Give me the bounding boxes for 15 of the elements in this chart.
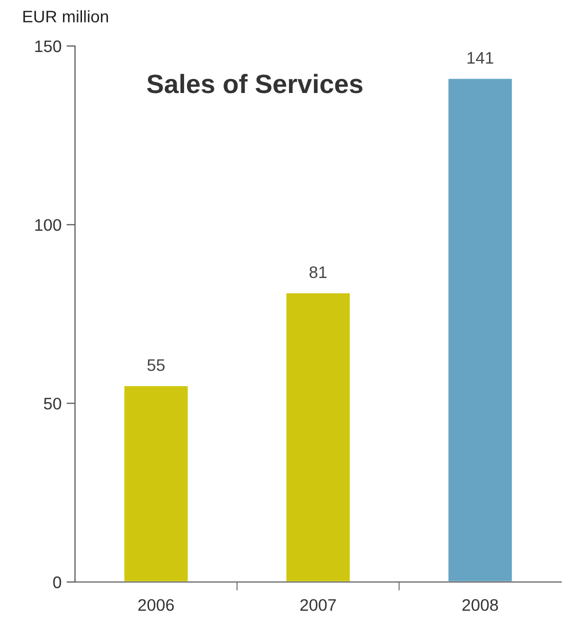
y-axis-title: EUR million — [23, 10, 108, 22]
y-tick-label: 50 — [44, 398, 62, 410]
text: Sales of Services — [147, 74, 362, 94]
bar — [447, 77, 514, 582]
y-tick-label: 0 — [53, 576, 62, 588]
data-label: 81 — [310, 266, 327, 278]
y-tick-label: 150 — [35, 40, 62, 52]
x-tick-label: 2007 — [300, 599, 336, 611]
bar — [122, 384, 190, 582]
y-tick-label: 100 — [35, 219, 62, 231]
bar — [284, 292, 352, 582]
x-tick-label: 2008 — [462, 599, 498, 611]
data-label: 55 — [147, 359, 165, 372]
data-label: 141 — [468, 52, 494, 64]
x-tick-label: 2006 — [138, 599, 174, 611]
